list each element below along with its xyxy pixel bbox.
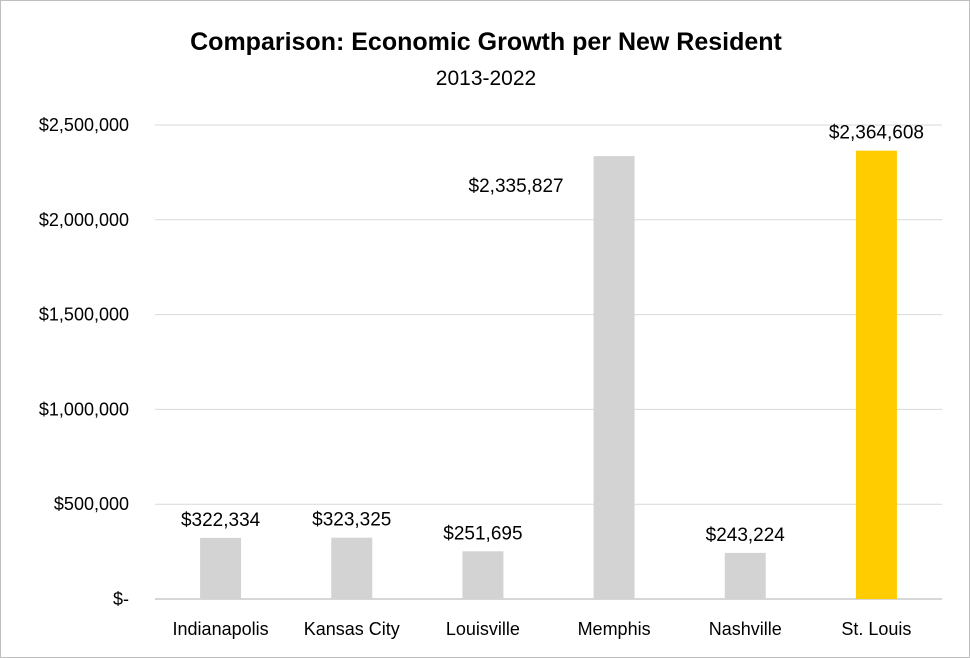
- bar: [200, 537, 242, 599]
- data-label: $2,335,827: [469, 176, 564, 197]
- y-tick-label: $1,500,000: [39, 305, 129, 325]
- data-label: $243,224: [706, 525, 786, 546]
- x-tick-label: Memphis: [578, 619, 651, 639]
- x-tick-label: Indianapolis: [173, 619, 269, 639]
- x-tick-label: Nashville: [709, 619, 782, 639]
- chart-subtitle: 2013-2022: [436, 67, 536, 90]
- y-tick-label: $1,000,000: [39, 399, 129, 419]
- data-label: $2,364,608: [829, 123, 924, 144]
- x-tick-label: Louisville: [446, 619, 520, 639]
- y-axis-ticks: $- $500,000 $1,000,000 $1,500,000 $2,000,000…: [39, 115, 129, 609]
- y-tick-label: $500,000: [54, 494, 129, 514]
- x-axis-categories: Indianapolis Kansas City Louisville Memphis…: [173, 619, 912, 639]
- bar: [462, 551, 504, 599]
- y-tick-label: $2,500,000: [39, 115, 129, 135]
- x-tick-label: Kansas City: [304, 619, 400, 639]
- data-labels: $322,334 $323,325 $251,695 $2,335,827 $243,2…: [181, 123, 924, 546]
- data-label: $323,325: [312, 510, 391, 531]
- gridlines: [155, 124, 942, 600]
- bar: [855, 150, 897, 599]
- bar: [331, 537, 373, 599]
- data-label: $251,695: [443, 523, 522, 544]
- bar: [724, 552, 766, 599]
- y-tick-label: $2,000,000: [39, 210, 129, 230]
- chart-title: Comparison: Economic Growth per New Resi…: [190, 28, 782, 56]
- bar: [593, 156, 635, 599]
- x-tick-label: St. Louis: [841, 619, 911, 639]
- data-label: $322,334: [181, 510, 261, 531]
- y-tick-label: $-: [113, 589, 129, 609]
- bars: [200, 150, 897, 599]
